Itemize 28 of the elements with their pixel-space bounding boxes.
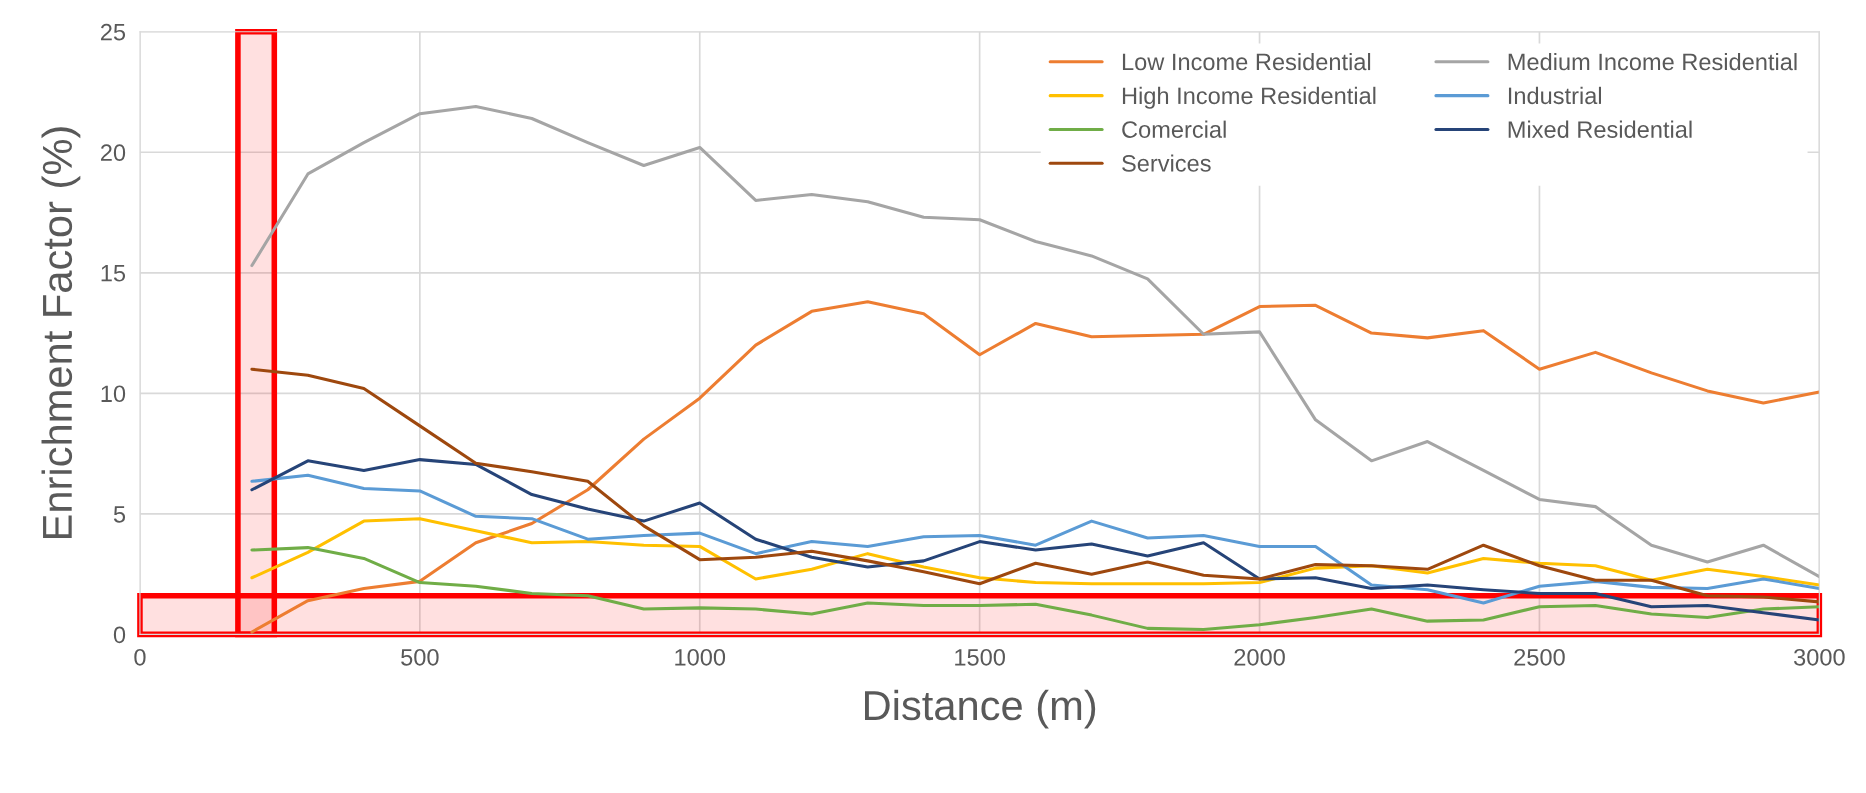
legend-label: Industrial — [1508, 86, 1602, 105]
legend-label: High Income Residential — [1122, 86, 1376, 109]
y-tick-label: 20 — [100, 144, 126, 162]
x-tick-label: 2500 — [1514, 648, 1565, 666]
y-tick-label: 25 — [100, 23, 126, 41]
y-tick-label: 5 — [113, 506, 126, 523]
line-series — [250, 300, 1820, 634]
y-tick-label: 0 — [113, 626, 126, 644]
line-series — [250, 517, 1820, 587]
line-series — [250, 367, 1820, 604]
legend-label: Comercial — [1122, 120, 1226, 138]
x-tick-label: 1500 — [955, 648, 1005, 666]
x-tick-label: 0 — [134, 648, 146, 666]
legend-label: Mixed Residential — [1508, 120, 1692, 138]
legend-label: Low Income Residential — [1122, 52, 1371, 71]
y-tick-label: 10 — [101, 385, 126, 403]
x-tick-label: 3000 — [1793, 648, 1845, 666]
line-series — [250, 546, 1820, 632]
legend-label: Medium Income Residential — [1508, 52, 1797, 71]
line-series — [250, 473, 1820, 605]
line-series — [250, 458, 1820, 622]
legend-label: Services — [1122, 154, 1211, 172]
x-tick-label: 1000 — [675, 648, 726, 666]
y-axis-title: Enrichment Factor (%) — [41, 127, 81, 539]
x-tick-label: 2000 — [1234, 648, 1285, 666]
y-tick-label: 15 — [101, 265, 126, 282]
x-tick-label: 500 — [401, 648, 439, 666]
x-axis-title: Distance (m) — [865, 689, 1096, 729]
